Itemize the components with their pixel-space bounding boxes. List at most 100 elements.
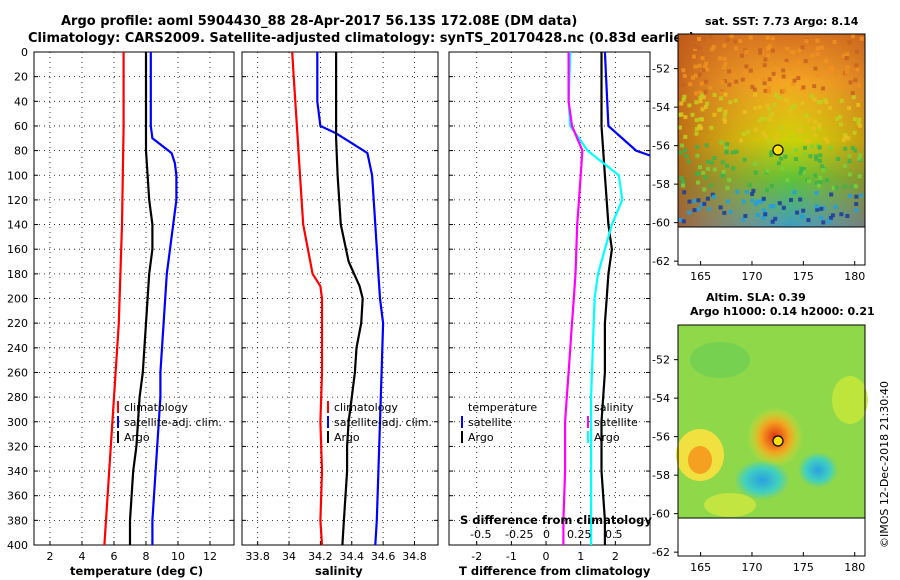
sst-pixel xyxy=(852,130,857,135)
sst-pixel xyxy=(853,148,857,153)
sst-pixel xyxy=(774,133,779,138)
sst-pixel xyxy=(801,65,806,70)
sst-pixel xyxy=(859,193,864,198)
sst-pixel xyxy=(733,98,738,103)
sst-pixel xyxy=(813,133,818,138)
sst-pixel xyxy=(723,119,727,124)
sst-pixel xyxy=(748,68,753,73)
sst-pixel xyxy=(695,171,700,176)
sst-pixel xyxy=(852,117,857,122)
sst-pixel xyxy=(804,39,809,43)
sst-pixel xyxy=(769,152,774,157)
x-tick-label: -2 xyxy=(471,550,482,563)
sst-pixel xyxy=(824,58,829,63)
sst-pixel xyxy=(819,45,824,50)
salinity-legend: climatology satellite-adj. clim. Argo xyxy=(327,401,432,444)
sst-pixel xyxy=(718,107,723,112)
sst-pixel xyxy=(752,87,757,92)
lat-tick-label: -54 xyxy=(652,392,670,405)
legend-salinity-title: salinity xyxy=(594,401,634,414)
sla-map-title-2: Argo h1000: 0.14 h2000: 0.21 xyxy=(690,305,875,318)
legend-argo: Argo xyxy=(334,431,360,444)
sst-pixel xyxy=(684,154,689,159)
sst-pixel xyxy=(712,156,717,160)
legend-climatology: climatology xyxy=(124,401,188,414)
sst-pixel xyxy=(765,35,770,40)
sst-pixel xyxy=(705,196,710,201)
salinity-axis-label: salinity xyxy=(315,564,363,578)
sst-pixel xyxy=(808,154,813,159)
sst-pixel xyxy=(712,93,717,97)
sst-pixel xyxy=(735,189,740,194)
top-tick-4: 0.25 xyxy=(567,528,592,541)
sst-pixel xyxy=(701,95,706,100)
sst-pixel xyxy=(773,216,778,221)
sst-pixel xyxy=(733,39,738,44)
sst-pixel xyxy=(839,212,844,217)
sst-pixel xyxy=(728,209,733,214)
sst-pixel xyxy=(828,145,833,150)
sst-pixel xyxy=(727,82,732,87)
sst-pixel xyxy=(812,126,816,131)
sst-pixel xyxy=(855,67,860,72)
sst-pixel xyxy=(837,74,842,79)
depth-tick-label: 40 xyxy=(14,95,28,108)
legend-sal-argo: Argo xyxy=(594,431,620,444)
sst-pixel xyxy=(821,220,826,225)
legend-temperature-title: temperature xyxy=(468,401,537,414)
sst-pixel xyxy=(679,101,684,106)
sst-pixel xyxy=(769,184,774,189)
sst-pixel xyxy=(806,218,811,223)
sst-pixel xyxy=(792,78,797,83)
sst-pixel xyxy=(698,117,703,122)
sst-axis: -52 -54 -56 -58 -60 -62 165 170 175 180 xyxy=(652,33,866,283)
sst-pixel xyxy=(694,127,699,131)
sst-pixel xyxy=(678,76,683,81)
sst-pixel xyxy=(720,160,725,165)
sst-pixel xyxy=(700,107,705,112)
sst-pixel xyxy=(767,43,772,48)
difference-axis-label: T difference from climatology xyxy=(459,564,651,578)
sst-pixel xyxy=(847,153,852,158)
sst-pixel xyxy=(696,207,701,212)
sst-pixel xyxy=(767,77,772,82)
series-line-satellite-adj-clim- xyxy=(316,52,385,545)
sst-pixel xyxy=(785,46,790,51)
sst-pixel xyxy=(693,73,698,78)
figure-title-line1: Argo profile: aoml 5904430_88 28-Apr-201… xyxy=(61,14,577,29)
sst-pixel xyxy=(704,143,709,148)
sst-pixel xyxy=(765,188,769,193)
depth-tick-label: 140 xyxy=(7,219,28,232)
sst-pixel xyxy=(794,148,799,152)
sst-pixel xyxy=(800,101,805,106)
sst-pixel xyxy=(681,219,686,224)
sst-pixel xyxy=(774,93,778,98)
lat-tick-label: -60 xyxy=(652,508,670,521)
map-axes-frame xyxy=(677,324,866,557)
sst-pixel xyxy=(783,154,788,159)
depth-tick-label: 100 xyxy=(7,169,28,182)
sst-pixel xyxy=(801,208,806,213)
sst-pixel xyxy=(698,165,702,170)
lon-tick-label: 170 xyxy=(741,270,762,283)
sst-pixel xyxy=(842,163,847,168)
depth-tick-label: 20 xyxy=(14,71,28,84)
sla-mid-3 xyxy=(704,493,756,517)
sst-pixel xyxy=(825,139,830,144)
sst-pixel xyxy=(697,37,701,41)
sst-pixel xyxy=(768,204,773,209)
x-tick-label: 2 xyxy=(612,550,619,563)
sst-pixel xyxy=(823,136,828,141)
lon-tick-label: 180 xyxy=(844,561,865,574)
plot-frame xyxy=(241,51,439,546)
sst-pixel xyxy=(678,72,683,77)
sst-pixel xyxy=(854,63,859,68)
sst-pixel xyxy=(817,126,822,131)
sst-pixel xyxy=(789,198,793,202)
sst-pixel xyxy=(829,192,834,197)
imos-credit: ©IMOS 12-Dec-2018 21:30:40 xyxy=(878,381,891,548)
sst-pixel xyxy=(691,35,696,39)
sst-pixel xyxy=(781,205,786,210)
sst-pixel xyxy=(721,169,726,174)
